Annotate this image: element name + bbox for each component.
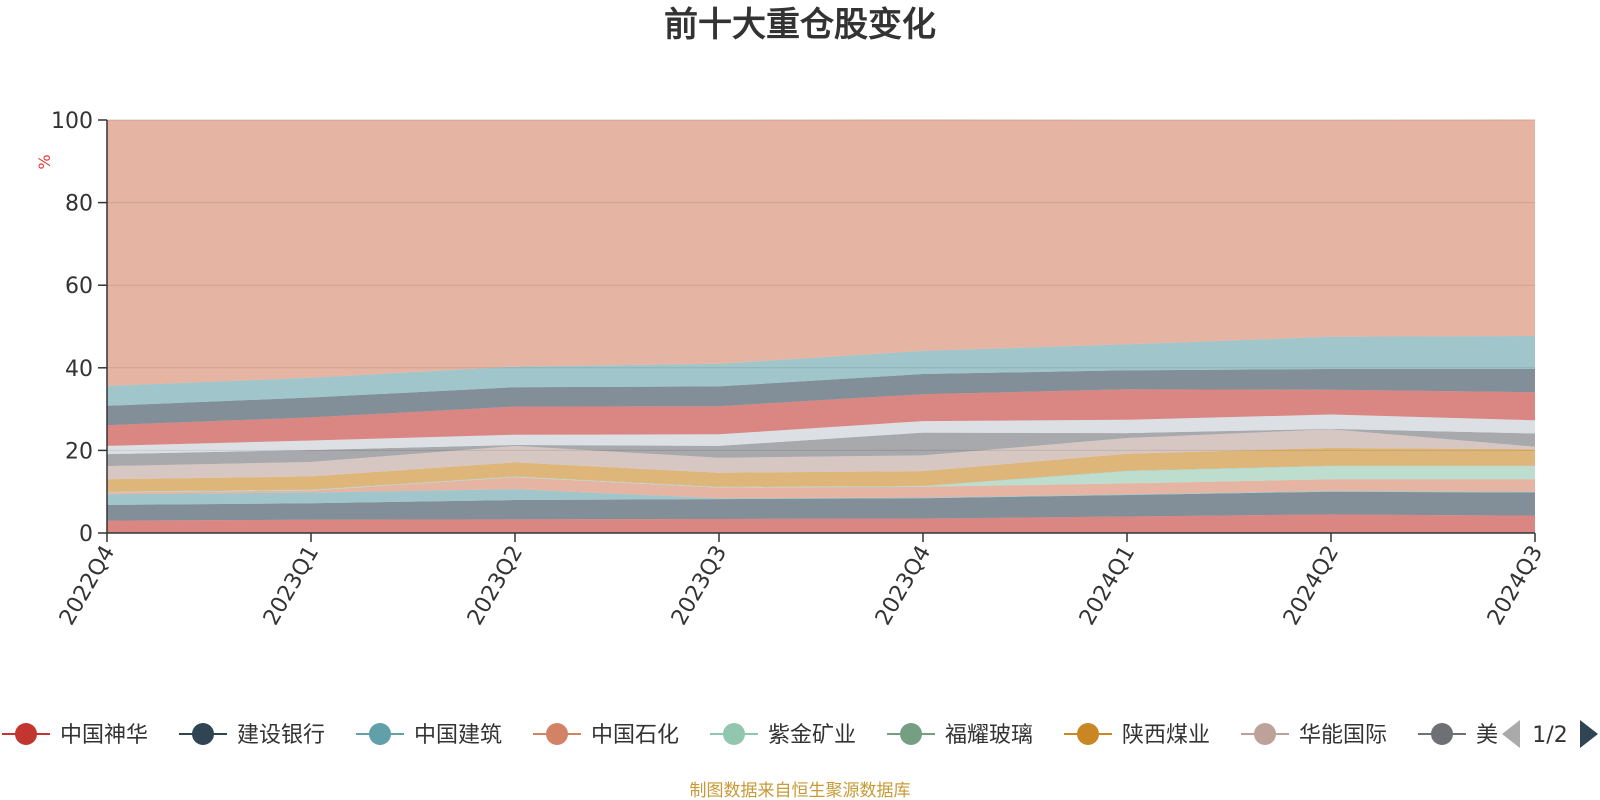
area-series [107, 336, 1535, 406]
area-series [107, 491, 1535, 521]
x-tick-label: 2023Q1 [259, 542, 324, 630]
footer-source: 制图数据来自恒生聚源数据库 [690, 781, 911, 800]
legend-item[interactable]: 陕西煤业 [1064, 723, 1210, 748]
x-tick-label: 2023Q3 [667, 542, 732, 630]
legend[interactable]: 中国神华 建设银行 中国建筑 中国石化 紫金矿业 福耀玻璃 陕西煤业 华能国际 美 [2, 723, 1498, 748]
area-series [107, 489, 1535, 505]
legend-item[interactable]: 华能国际 [1241, 723, 1387, 748]
area-series [107, 414, 1535, 455]
x-tick-label: 2024Q3 [1483, 542, 1548, 630]
legend-marker-icon [1254, 723, 1276, 745]
y-tick-label: 40 [65, 357, 93, 382]
legend-item[interactable]: 紫金矿业 [710, 723, 856, 748]
legend-marker-icon [723, 723, 745, 745]
legend-item[interactable]: 美 [1418, 723, 1498, 748]
legend-marker-icon [900, 723, 922, 745]
legend-label: 中国建筑 [414, 723, 502, 748]
area-series [107, 369, 1535, 426]
legend-label: 建设银行 [237, 723, 325, 748]
y-tick-label: 100 [51, 109, 93, 134]
legend-marker-icon [1431, 723, 1453, 745]
legend-item[interactable]: 中国神华 [2, 723, 148, 748]
legend-label: 陕西煤业 [1122, 723, 1210, 748]
legend-marker-icon [1077, 723, 1099, 745]
y-axis-unit: % [35, 154, 54, 169]
pager-label: 1/2 [1532, 723, 1567, 748]
y-tick-label: 60 [65, 274, 93, 299]
area-series [107, 389, 1535, 446]
legend-marker-icon [192, 723, 214, 745]
x-tick-label: 2024Q2 [1279, 542, 1344, 630]
area-series [107, 429, 1535, 480]
legend-marker-icon [546, 723, 568, 745]
legend-marker-icon [369, 723, 391, 745]
chart-title: 前十大重仓股变化 [664, 5, 936, 45]
x-tick-label: 2023Q4 [871, 542, 936, 630]
legend-label: 中国神华 [60, 723, 148, 748]
legend-item[interactable]: 建设银行 [179, 723, 325, 748]
x-tick-label: 2023Q2 [463, 542, 528, 630]
legend-label: 中国石化 [591, 723, 679, 748]
area-series [107, 477, 1535, 499]
legend-marker-icon [15, 723, 37, 745]
area-series [107, 119, 1535, 386]
area-series [107, 514, 1535, 533]
x-tick-label: 2024Q1 [1075, 542, 1140, 630]
legend-pager[interactable]: 1/2 [1502, 720, 1598, 748]
legend-item[interactable]: 中国石化 [533, 723, 679, 748]
area-series [107, 428, 1535, 467]
legend-item[interactable]: 中国建筑 [356, 723, 502, 748]
y-tick-label: 20 [65, 439, 93, 464]
area-series [107, 466, 1535, 493]
area-series [107, 447, 1535, 492]
legend-label: 福耀玻璃 [945, 723, 1033, 748]
x-tick-label: 2022Q4 [55, 542, 120, 630]
legend-label: 美 [1476, 723, 1498, 748]
pager-next-icon[interactable] [1580, 720, 1598, 748]
pager-prev-icon[interactable] [1502, 720, 1520, 748]
y-tick-label: 80 [65, 192, 93, 217]
legend-label: 紫金矿业 [768, 723, 856, 748]
series-areas [107, 119, 1535, 533]
legend-item[interactable]: 福耀玻璃 [887, 723, 1033, 748]
legend-label: 华能国际 [1299, 723, 1387, 748]
y-tick-label: 0 [79, 522, 93, 547]
